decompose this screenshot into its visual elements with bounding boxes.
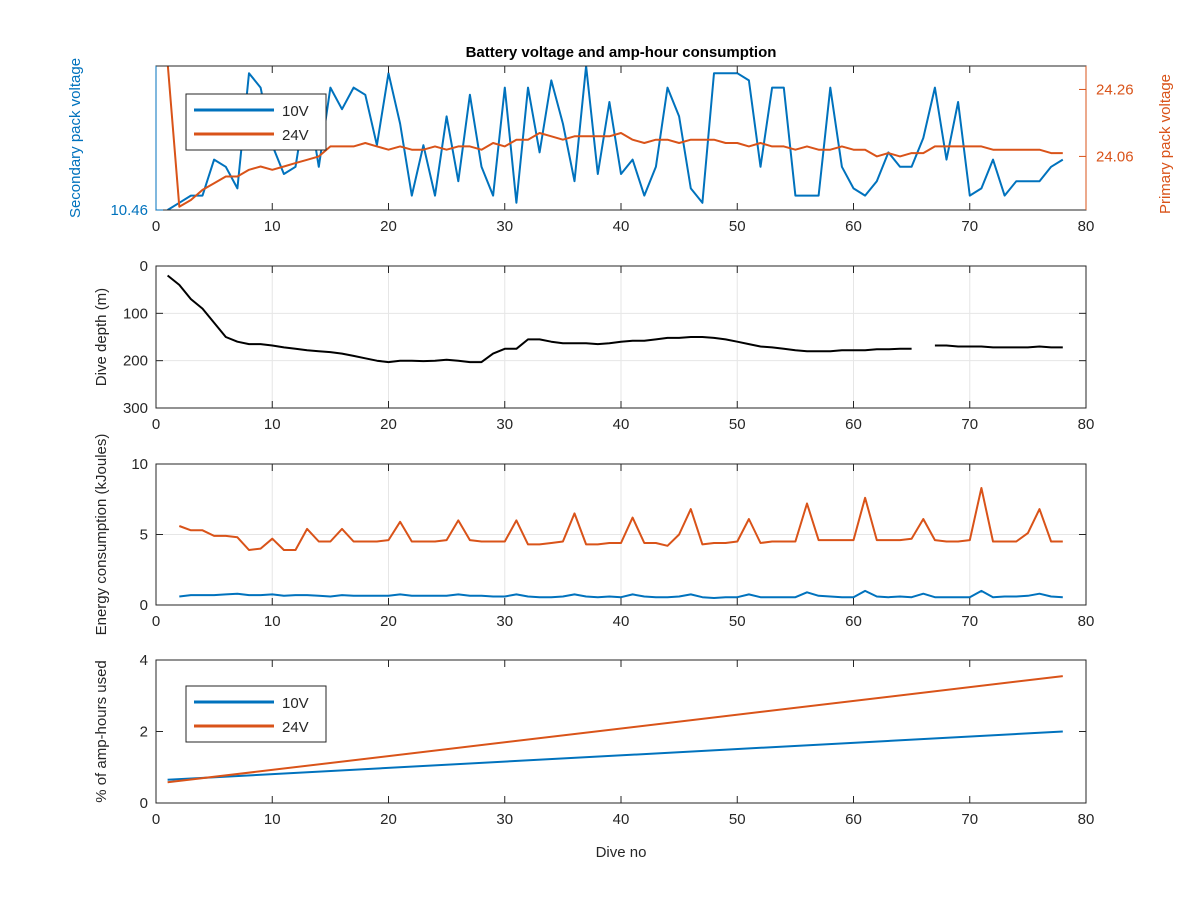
y-tick-label: 200 [123,353,148,370]
legend-label-10v: 10V [282,103,309,120]
x-tick-label: 20 [380,218,397,235]
amp-hours-panel: 0 10 20 30 40 50 60 70 80 0 2 4 % of amp-hours used D… [93,652,1094,861]
x-tick-label: 30 [496,416,513,433]
x-tick-label: 60 [845,416,862,433]
x-tick-label: 80 [1078,811,1095,828]
x-tick-label: 20 [380,416,397,433]
y-axis-label: Secondary pack voltage [67,58,84,218]
x-axis-label: Dive no [596,844,647,861]
energy-panel: 0 10 20 30 40 50 60 70 80 0 5 10 Energy consumption … [93,434,1094,636]
depth-panel: 0 10 20 30 40 50 60 70 80 0 100 200 300 Dive depth (m… [93,258,1094,433]
x-tick-label: 70 [961,416,978,433]
y-tick-label: 0 [140,795,148,812]
figure-title: Battery voltage and amp-hour consumption [466,44,777,61]
y-tick-label: 100 [123,305,148,322]
y-tick-label: 4 [140,652,148,669]
y-tick-label-right: 24.26 [1096,81,1134,98]
series-line-10v [167,730,1063,781]
y-axis-label-right: Primary pack voltage [1157,74,1174,214]
x-tick-label: 70 [961,218,978,235]
x-tick-label: 40 [613,811,630,828]
x-tick-label: 50 [729,416,746,433]
x-tick-label: 10 [264,218,281,235]
series-line-24v [166,66,1063,208]
series-line-10v [179,589,1063,599]
x-tick-label: 0 [152,416,160,433]
x-tick-label: 30 [496,811,513,828]
x-tick-label: 20 [380,613,397,630]
x-tick-label: 30 [496,613,513,630]
x-tick-label: 50 [729,613,746,630]
x-tick-label: 70 [961,811,978,828]
x-tick-label: 60 [845,218,862,235]
x-tick-label: 40 [613,613,630,630]
x-tick-label: 10 [264,811,281,828]
y-axis-label: Dive depth (m) [93,288,110,386]
x-tick-label: 60 [845,811,862,828]
legend-label-24v: 24V [282,127,309,144]
x-tick-label: 10 [264,416,281,433]
x-tick-label: 40 [613,416,630,433]
x-tick-label: 50 [729,811,746,828]
y-axis-label: % of amp-hours used [93,660,110,803]
x-tick-label: 30 [496,218,513,235]
x-tick-label: 70 [961,613,978,630]
x-tick-label: 0 [152,218,160,235]
x-tick-label: 50 [729,218,746,235]
x-tick-label: 0 [152,811,160,828]
x-tick-label: 0 [152,613,160,630]
x-tick-label: 20 [380,811,397,828]
x-tick-label: 60 [845,613,862,630]
y-tick-label: 0 [140,597,148,614]
series-line-24v [178,487,1063,551]
y-tick-label: 300 [123,400,148,417]
x-tick-label: 80 [1078,218,1095,235]
series-line-24v [167,675,1063,784]
legend-box [185,685,327,743]
y-tick-label: 2 [140,724,148,741]
x-tick-label: 10 [264,613,281,630]
x-tick-label: 80 [1078,416,1095,433]
legend-box [185,93,327,151]
y-tick-label: 0 [140,258,148,275]
series-line-depth [166,274,1063,364]
legend-label-10v: 10V [282,695,309,712]
y-tick-label: 5 [140,527,148,544]
legend-label-24v: 24V [282,719,309,736]
x-tick-label: 40 [613,218,630,235]
y-tick-label: 10 [131,456,148,473]
x-tick-label: 80 [1078,613,1095,630]
y-tick-label-right: 24.06 [1096,148,1134,165]
y-axis-label: Energy consumption (kJoules) [93,434,110,636]
y-tick-label: 10.46 [110,202,148,219]
voltage-panel: 0 10 20 30 40 50 60 70 80 10.46 Secondary pack vol… [67,58,1174,235]
series-line-10v [167,66,1064,210]
